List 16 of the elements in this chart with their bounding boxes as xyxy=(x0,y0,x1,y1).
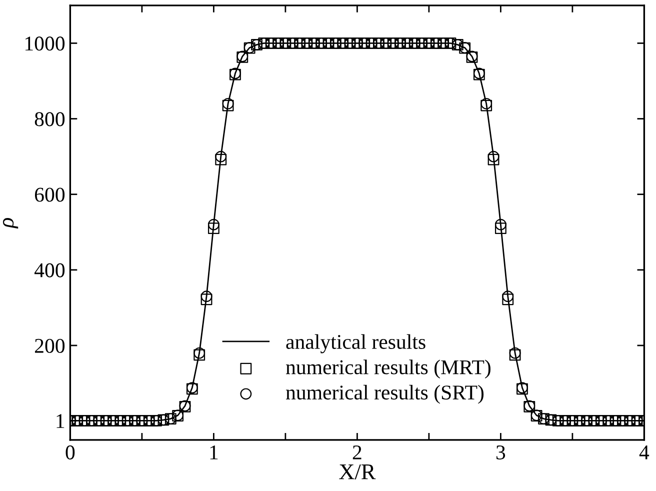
x-tick-label: 2 xyxy=(352,445,362,460)
y-tick-label: 400 xyxy=(34,263,65,278)
y-tick-label: 1000 xyxy=(25,36,65,51)
x-tick-label: 3 xyxy=(496,445,506,460)
x-axis-title: X/R xyxy=(339,464,376,480)
y-axis-title: ρ xyxy=(2,218,18,229)
x-tick-label: 4 xyxy=(639,446,650,460)
legend-label: analytical results xyxy=(286,334,426,354)
x-tick-label: 0 xyxy=(66,445,75,460)
x-tick-label: 1 xyxy=(210,446,218,460)
y-tick-label: 800 xyxy=(34,112,65,126)
legend-label: numerical results (MRT) xyxy=(286,360,490,379)
y-tick-label: 1 xyxy=(56,414,64,428)
legend-label: numerical results (SRT) xyxy=(286,384,484,404)
y-tick-label: 200 xyxy=(34,338,65,353)
y-tick-label: 600 xyxy=(34,188,65,202)
